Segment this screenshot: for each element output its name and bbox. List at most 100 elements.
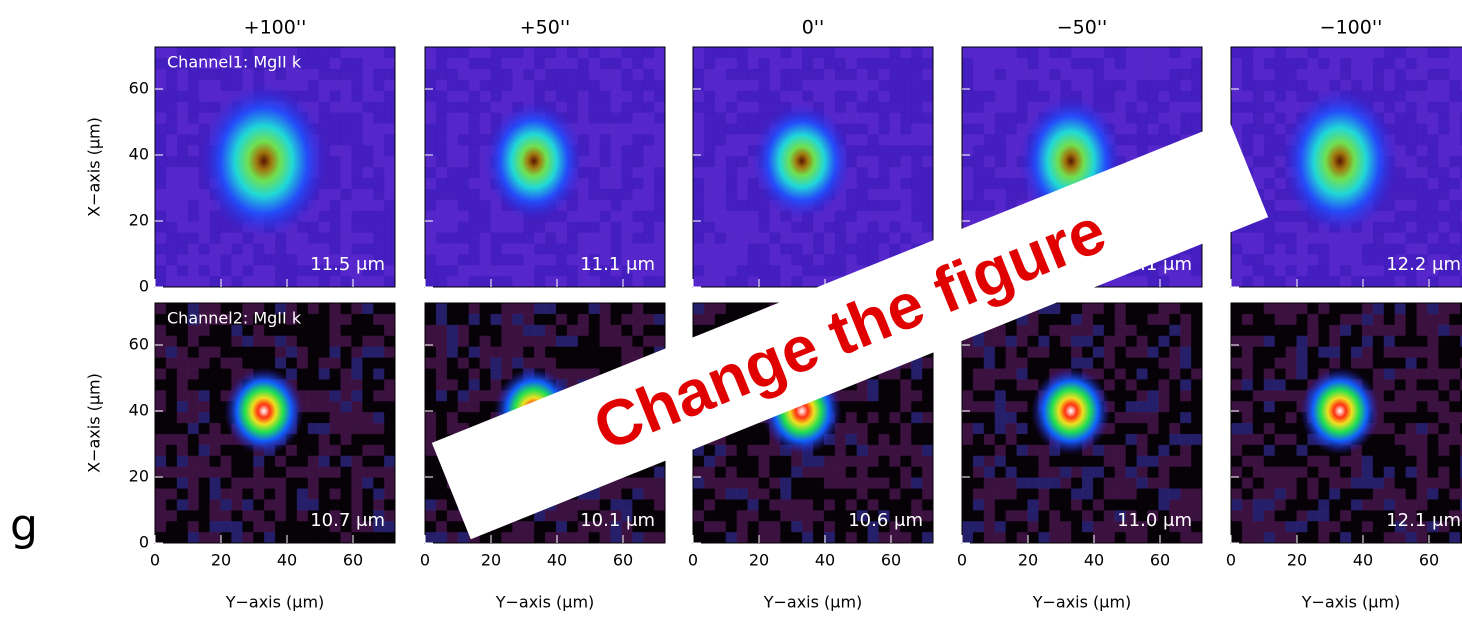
pixel <box>889 112 900 123</box>
pixel <box>995 488 1006 499</box>
pixel <box>1191 532 1202 543</box>
pixel <box>1180 434 1191 445</box>
pixel <box>1060 325 1071 336</box>
pixel <box>1427 456 1438 467</box>
pixel <box>1253 368 1264 379</box>
pixel <box>889 102 900 113</box>
pixel <box>425 478 436 489</box>
pixel <box>878 80 889 91</box>
pixel <box>480 69 491 80</box>
pixel <box>351 47 362 58</box>
pixel <box>425 276 436 287</box>
pixel <box>447 390 458 401</box>
pixel <box>632 80 643 91</box>
pixel <box>188 134 199 145</box>
pixel <box>567 358 578 369</box>
pixel <box>1242 379 1253 390</box>
pixel <box>1006 510 1017 521</box>
pixel <box>1362 456 1373 467</box>
pixel <box>748 488 759 499</box>
panel: 020406011.0 μm <box>957 303 1203 570</box>
pixel <box>351 134 362 145</box>
pixel <box>1395 80 1406 91</box>
pixel <box>1126 423 1137 434</box>
pixel <box>621 102 632 113</box>
pixel <box>199 265 210 276</box>
pixel <box>900 69 911 80</box>
pixel <box>490 314 501 325</box>
pixel <box>362 325 373 336</box>
pixel <box>1253 222 1264 233</box>
pixel <box>715 189 726 200</box>
pixel <box>188 379 199 390</box>
pixel <box>1286 478 1297 489</box>
pixel <box>188 368 199 379</box>
pixel <box>1340 478 1351 489</box>
pixel <box>802 467 813 478</box>
pixel <box>425 243 436 254</box>
pixel <box>242 276 253 287</box>
pixel <box>780 222 791 233</box>
pixel <box>1115 532 1126 543</box>
pixel <box>384 222 395 233</box>
pixel <box>922 58 933 69</box>
pixel <box>1006 532 1017 543</box>
pixel <box>351 423 362 434</box>
pixel <box>1137 69 1148 80</box>
pixel <box>1137 532 1148 543</box>
pixel <box>654 325 665 336</box>
pixel <box>911 445 922 456</box>
pixel <box>1180 358 1191 369</box>
pixel <box>556 222 567 233</box>
pixel <box>242 521 253 532</box>
pixel <box>275 532 286 543</box>
pixel <box>1104 325 1115 336</box>
pixel <box>868 211 879 222</box>
pixel <box>693 510 704 521</box>
pixel <box>1264 379 1275 390</box>
pixel <box>1275 445 1286 456</box>
pixel <box>210 423 221 434</box>
pixel <box>1027 69 1038 80</box>
pixel <box>1362 47 1373 58</box>
pixel <box>1438 467 1449 478</box>
pixel <box>501 325 512 336</box>
pixel <box>632 178 643 189</box>
pixel <box>340 178 351 189</box>
pixel <box>469 243 480 254</box>
pixel <box>373 232 384 243</box>
pixel <box>857 123 868 134</box>
pixel <box>984 423 995 434</box>
pixel <box>545 243 556 254</box>
pixel <box>973 499 984 510</box>
pixel <box>610 112 621 123</box>
pixel <box>1253 358 1264 369</box>
pixel <box>220 80 231 91</box>
pixel <box>1340 521 1351 532</box>
pixel <box>1395 211 1406 222</box>
pixel <box>1296 69 1307 80</box>
pixel <box>726 211 737 222</box>
pixel <box>1384 58 1395 69</box>
pixel <box>340 189 351 200</box>
pixel <box>1438 156 1449 167</box>
pixel <box>425 102 436 113</box>
pixel <box>1395 134 1406 145</box>
y-tick-label: 60 <box>129 335 149 354</box>
pixel <box>188 478 199 489</box>
pixel <box>610 134 621 145</box>
pixel <box>1191 499 1202 510</box>
pixel <box>1082 303 1093 314</box>
pixel <box>758 434 769 445</box>
pixel <box>621 69 632 80</box>
pixel <box>1027 532 1038 543</box>
pixel <box>813 80 824 91</box>
pixel <box>177 488 188 499</box>
pixel <box>436 134 447 145</box>
pixel <box>220 499 231 510</box>
pixel <box>1406 232 1417 243</box>
pixel <box>351 434 362 445</box>
pixel <box>319 456 330 467</box>
pixel <box>632 232 643 243</box>
pixel <box>1449 156 1460 167</box>
